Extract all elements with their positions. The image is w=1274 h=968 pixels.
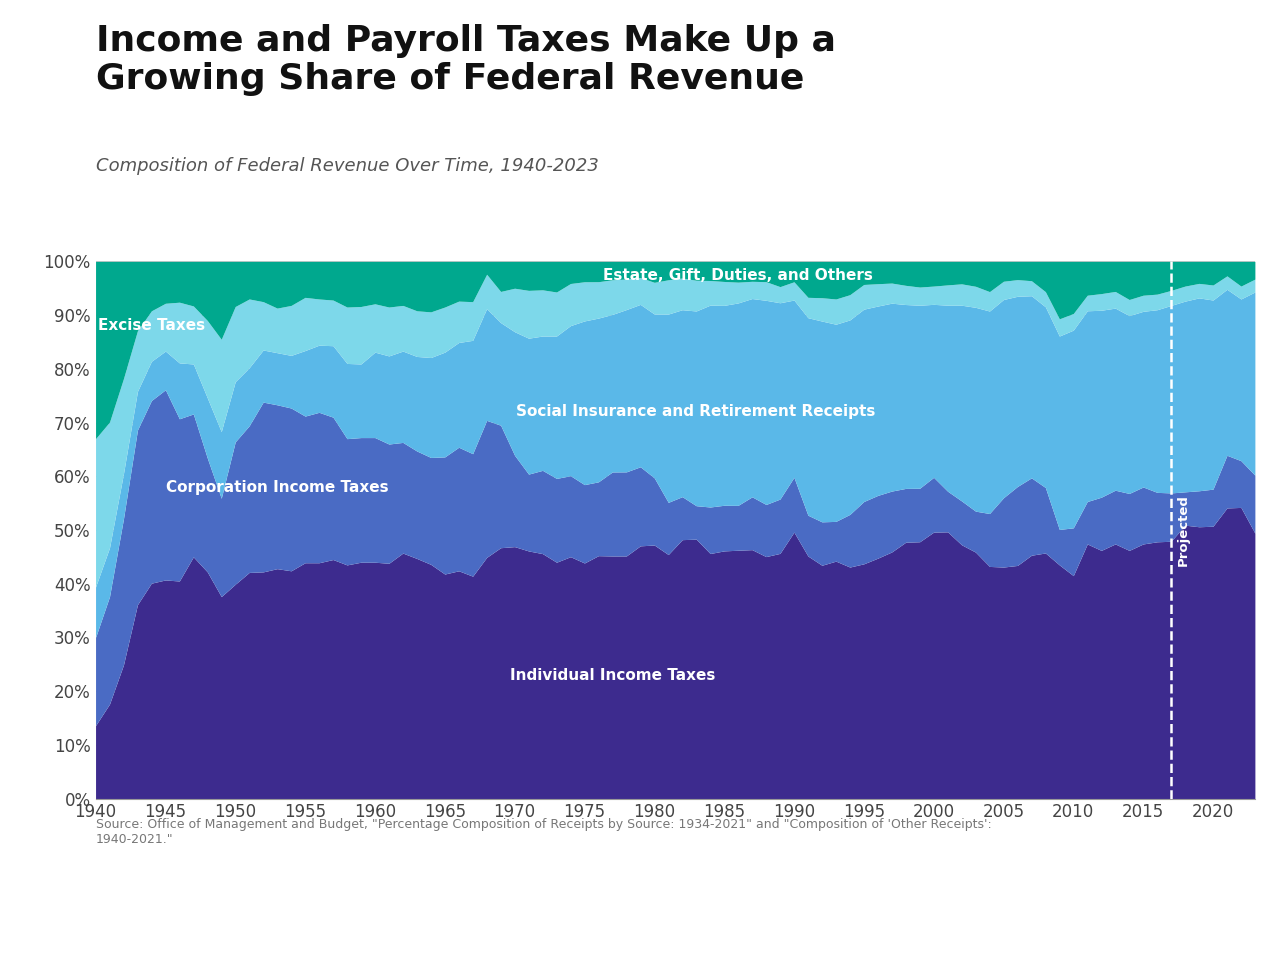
Text: Income and Payroll Taxes Make Up a
Growing Share of Federal Revenue: Income and Payroll Taxes Make Up a Growi… bbox=[96, 24, 836, 96]
Text: Social Insurance and Retirement Receipts: Social Insurance and Retirement Receipts bbox=[516, 405, 875, 419]
Text: TAX FOUNDATION: TAX FOUNDATION bbox=[23, 923, 217, 941]
Text: Estate, Gift, Duties, and Others: Estate, Gift, Duties, and Others bbox=[603, 268, 873, 284]
Text: @TaxFoundation: @TaxFoundation bbox=[1071, 923, 1251, 941]
Text: Projected: Projected bbox=[1177, 494, 1190, 566]
Text: Corporation Income Taxes: Corporation Income Taxes bbox=[166, 479, 389, 495]
Text: Individual Income Taxes: Individual Income Taxes bbox=[510, 668, 715, 682]
Text: Excise Taxes: Excise Taxes bbox=[98, 318, 205, 333]
Text: Source: Office of Management and Budget, "Percentage Composition of Receipts by : Source: Office of Management and Budget,… bbox=[96, 818, 991, 846]
Text: Composition of Federal Revenue Over Time, 1940-2023: Composition of Federal Revenue Over Time… bbox=[96, 157, 599, 175]
